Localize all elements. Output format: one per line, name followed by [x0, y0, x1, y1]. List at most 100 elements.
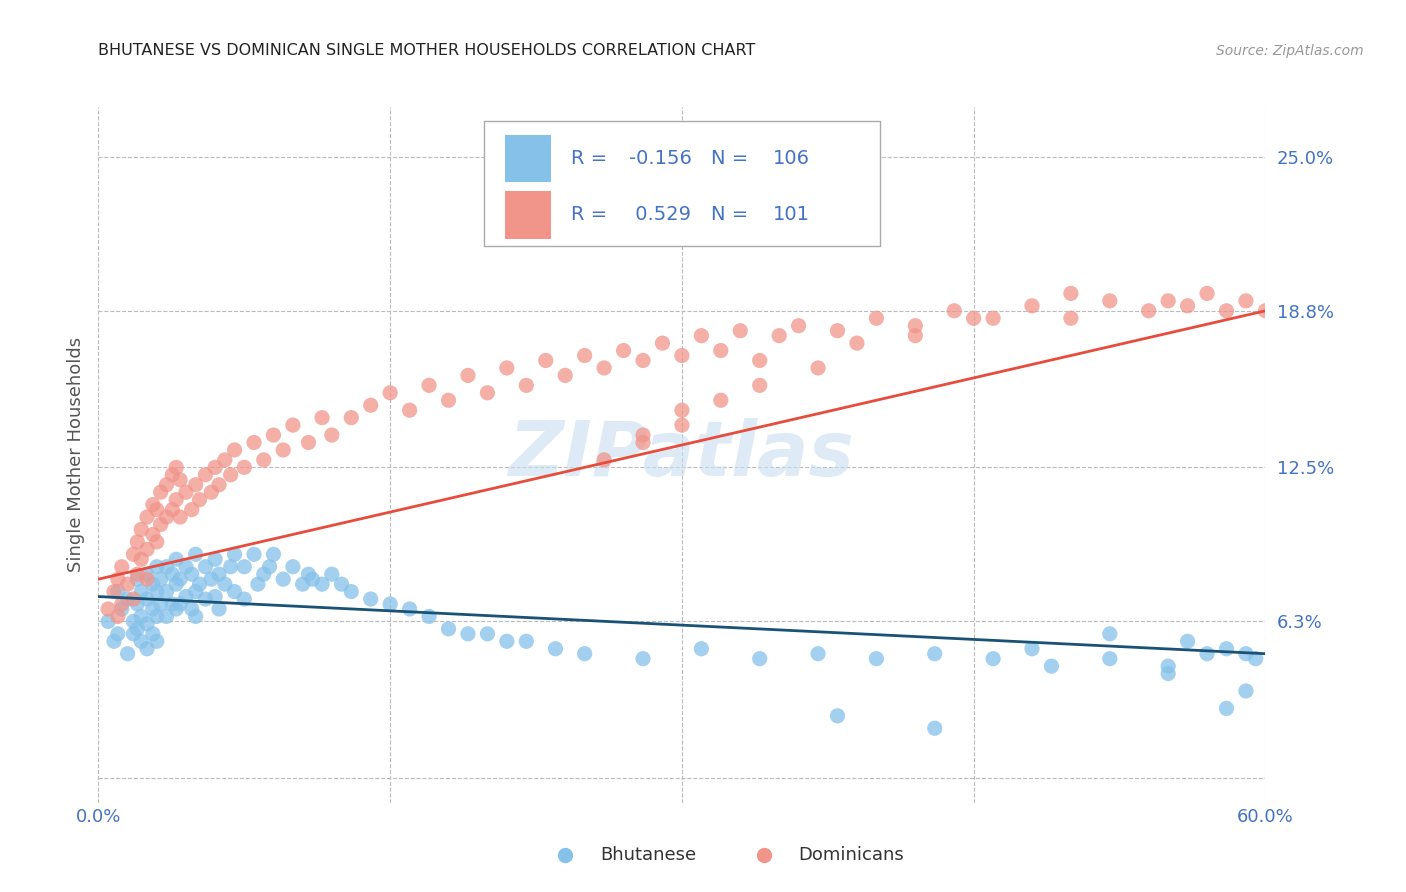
Point	[127, 534, 149, 549]
Point	[981, 651, 1004, 665]
Point	[142, 577, 165, 591]
Point	[437, 622, 460, 636]
Point	[122, 627, 145, 641]
Point	[321, 567, 343, 582]
Point	[827, 708, 849, 723]
Point	[1215, 641, 1237, 656]
Text: 101: 101	[773, 205, 810, 225]
Point	[690, 641, 713, 656]
Point	[155, 609, 177, 624]
Point	[1137, 303, 1160, 318]
Point	[136, 572, 159, 586]
Point	[219, 559, 242, 574]
Point	[180, 602, 202, 616]
Point	[214, 453, 236, 467]
Point	[1254, 303, 1277, 318]
Point	[515, 634, 537, 648]
Point	[1157, 659, 1180, 673]
Point	[97, 615, 120, 629]
Point	[117, 647, 139, 661]
Point	[631, 435, 654, 450]
Point	[107, 572, 129, 586]
Point	[208, 602, 231, 616]
Point	[111, 602, 134, 616]
Point	[360, 398, 382, 412]
Point	[129, 552, 152, 566]
Point	[136, 542, 159, 557]
Point	[768, 328, 790, 343]
Point	[142, 602, 165, 616]
Point	[924, 721, 946, 735]
Point	[671, 418, 693, 433]
Point	[204, 552, 226, 566]
Point	[1157, 293, 1180, 308]
Point	[200, 572, 222, 586]
Point	[631, 428, 654, 442]
Point	[224, 584, 246, 599]
Point	[162, 502, 184, 516]
Point	[534, 353, 557, 368]
Point	[146, 534, 169, 549]
Point	[904, 318, 927, 333]
FancyBboxPatch shape	[484, 121, 880, 246]
Point	[117, 592, 139, 607]
FancyBboxPatch shape	[505, 191, 551, 238]
Point	[297, 435, 319, 450]
Point	[457, 627, 479, 641]
Point	[253, 453, 276, 467]
Text: N =: N =	[711, 149, 755, 168]
Point	[219, 467, 242, 482]
Point	[146, 559, 169, 574]
Point	[262, 428, 284, 442]
Point	[574, 647, 596, 661]
Point	[127, 597, 149, 611]
Point	[146, 502, 169, 516]
Point	[1177, 634, 1199, 648]
Point	[787, 318, 810, 333]
Point	[103, 634, 125, 648]
Point	[107, 584, 129, 599]
Point	[340, 584, 363, 599]
Point	[1098, 293, 1121, 308]
Point	[827, 324, 849, 338]
FancyBboxPatch shape	[505, 135, 551, 182]
Text: N =: N =	[711, 205, 755, 225]
Point	[1244, 651, 1267, 665]
Point	[671, 349, 693, 363]
Point	[330, 577, 353, 591]
Point	[477, 385, 499, 400]
Point	[136, 567, 159, 582]
Point	[97, 602, 120, 616]
Point	[188, 492, 211, 507]
Point	[495, 361, 517, 376]
Point	[149, 597, 172, 611]
Point	[291, 577, 314, 591]
Point	[184, 477, 207, 491]
Point	[1157, 666, 1180, 681]
Point	[162, 597, 184, 611]
Y-axis label: Single Mother Households: Single Mother Households	[66, 337, 84, 573]
Point	[904, 328, 927, 343]
Point	[495, 634, 517, 648]
Point	[233, 592, 256, 607]
Point	[174, 559, 197, 574]
Point	[301, 572, 323, 586]
Point	[593, 453, 616, 467]
Point	[136, 641, 159, 656]
Point	[593, 361, 616, 376]
Point	[1098, 627, 1121, 641]
Point	[1195, 286, 1218, 301]
Text: ZIPatlas: ZIPatlas	[509, 418, 855, 491]
Point	[180, 567, 202, 582]
Point	[127, 572, 149, 586]
Point	[962, 311, 984, 326]
Point	[129, 523, 152, 537]
Point	[271, 572, 294, 586]
Point	[457, 368, 479, 383]
Point	[184, 584, 207, 599]
Point	[117, 577, 139, 591]
Text: BHUTANESE VS DOMINICAN SINGLE MOTHER HOUSEHOLDS CORRELATION CHART: BHUTANESE VS DOMINICAN SINGLE MOTHER HOU…	[98, 43, 756, 58]
Text: 0.529: 0.529	[630, 205, 692, 225]
Point	[243, 547, 266, 561]
Point	[194, 467, 217, 482]
